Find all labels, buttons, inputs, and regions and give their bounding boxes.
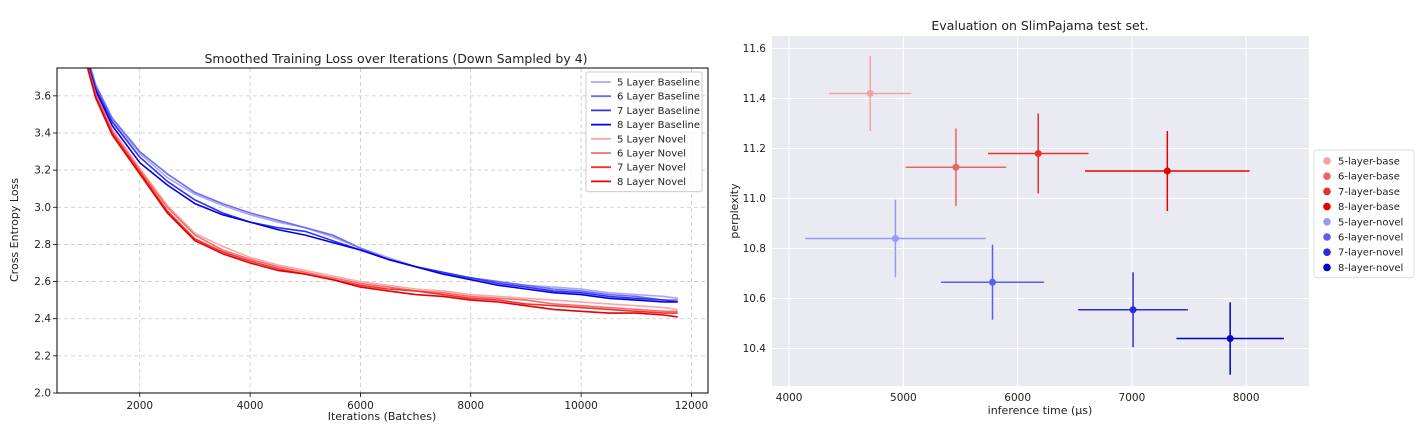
- series-line: [89, 68, 678, 300]
- legend-label: 7-layer-base: [1338, 187, 1400, 198]
- legend-label: 7 Layer Novel: [617, 163, 686, 174]
- series-line: [88, 68, 678, 303]
- data-point-group: [805, 199, 986, 278]
- x-tick-label: 6000: [347, 400, 374, 412]
- legend-label: 5-layer-base: [1338, 157, 1400, 168]
- x-tick-label: 10000: [564, 400, 597, 412]
- y-tick-label: 11.0: [743, 193, 766, 205]
- legend-marker: [1323, 157, 1331, 165]
- legend-marker: [1323, 202, 1331, 211]
- legend-label: 8 Layer Novel: [617, 177, 686, 188]
- data-point: [866, 90, 874, 97]
- legend-label: 8-layer-novel: [1338, 263, 1403, 274]
- y-tick-label: 3.6: [34, 90, 51, 102]
- x-tick-label: 8000: [457, 400, 484, 412]
- data-point-group: [941, 244, 1044, 320]
- y-tick-label: 2.2: [34, 350, 51, 362]
- y-axis-label: perplexity: [728, 183, 741, 239]
- x-tick-label: 4000: [237, 400, 264, 412]
- legend-label: 6-layer-novel: [1338, 233, 1403, 244]
- x-tick-label: 2000: [126, 400, 153, 412]
- y-tick-label: 10.8: [743, 243, 766, 255]
- training-loss-chart: Smoothed Training Loss over Iterations (…: [8, 51, 709, 423]
- x-tick-label: 6000: [1004, 392, 1031, 404]
- error-bar-points: [805, 56, 1284, 375]
- legend-label: 8 Layer Baseline: [617, 120, 700, 131]
- y-tick-label: 2.0: [34, 388, 51, 400]
- data-point: [1163, 167, 1171, 175]
- legend-label: 5 Layer Baseline: [617, 78, 700, 89]
- x-axis-label: inference time (μs): [988, 404, 1093, 417]
- legend-marker: [1323, 263, 1331, 272]
- y-tick-label: 2.6: [34, 276, 51, 288]
- legend: 5 Layer Baseline 6 Layer Baseline 7 Layer …: [585, 71, 703, 193]
- data-point: [891, 235, 899, 242]
- y-tick-label: 3.2: [34, 165, 51, 177]
- legend-label: 8-layer-base: [1338, 202, 1400, 213]
- y-tick-label: 3.0: [34, 202, 51, 214]
- legend-marker: [1323, 187, 1331, 196]
- legend-box: [1313, 149, 1415, 279]
- series-lines: [86, 68, 678, 318]
- legend-label: 6 Layer Baseline: [617, 92, 700, 103]
- y-tick-label: 11.4: [743, 93, 767, 105]
- data-point-group: [1176, 302, 1284, 375]
- legend-label: 6-layer-base: [1338, 172, 1400, 183]
- data-point-group: [1078, 272, 1188, 348]
- plot-background: [772, 36, 1309, 386]
- y-axis-label: Cross Entropy Loss: [8, 178, 21, 282]
- chart-title: Smoothed Training Loss over Iterations (…: [204, 51, 587, 66]
- x-tick-label: 4000: [776, 392, 803, 404]
- y-axis-ticks: 10.4 10.6 10.8 11.0 11.2 11.4 11.6: [743, 43, 767, 355]
- y-tick-label: 10.6: [743, 293, 767, 305]
- series-line: [87, 68, 678, 311]
- legend-marker: [1323, 233, 1331, 241]
- data-point: [1226, 335, 1234, 342]
- y-axis-ticks: 2.0 2.2 2.4 2.6 2.8 3.0 3.2 3.4 3.6: [34, 90, 57, 400]
- legend: 5-layer-base 6-layer-base 7-layer-base 8-la…: [1313, 149, 1415, 279]
- plot-frame: [56, 67, 709, 394]
- grid: [772, 36, 1309, 386]
- data-point: [952, 163, 960, 171]
- data-point: [989, 278, 997, 286]
- x-tick-label: 8000: [1233, 392, 1260, 404]
- series-line: [87, 68, 678, 313]
- y-tick-label: 10.4: [743, 343, 767, 355]
- legend-label: 7-layer-novel: [1338, 248, 1403, 259]
- series-line: [89, 68, 678, 301]
- data-point-group: [905, 128, 1007, 206]
- legend-box: [585, 71, 703, 193]
- chart-title: Evaluation on SlimPajama test set.: [931, 18, 1148, 33]
- legend-label: 6 Layer Novel: [617, 149, 686, 160]
- legend-label: 5-layer-novel: [1338, 217, 1403, 228]
- y-tick-label: 2.4: [34, 313, 51, 325]
- series-line: [87, 68, 678, 314]
- x-tick-label: 12000: [675, 400, 708, 412]
- legend-marker: [1323, 172, 1331, 180]
- x-axis-ticks: 4000 5000 6000 7000 8000: [776, 392, 1260, 404]
- data-point: [1129, 306, 1137, 314]
- data-point-group: [829, 56, 912, 131]
- legend-marker: [1323, 218, 1331, 226]
- legend-label: 5 Layer Novel: [617, 134, 686, 145]
- y-tick-label: 11.2: [743, 143, 766, 155]
- data-point-group: [987, 113, 1089, 194]
- x-axis-label: Iterations (Batches): [328, 410, 437, 423]
- y-tick-label: 3.4: [34, 128, 51, 140]
- x-tick-label: 5000: [890, 392, 917, 404]
- data-point: [1034, 150, 1042, 157]
- series-line: [86, 68, 678, 318]
- x-axis-ticks: 2000 4000 6000 8000 10000 12000: [126, 393, 708, 412]
- evaluation-scatter-chart: Evaluation on SlimPajama test set. 4000 5…: [728, 18, 1415, 417]
- legend-label: 7 Layer Baseline: [617, 106, 700, 117]
- x-tick-label: 7000: [1119, 392, 1146, 404]
- legend-marker: [1323, 248, 1331, 256]
- y-tick-label: 2.8: [34, 239, 51, 251]
- y-tick-label: 11.6: [743, 43, 767, 55]
- data-point-group: [1085, 131, 1250, 211]
